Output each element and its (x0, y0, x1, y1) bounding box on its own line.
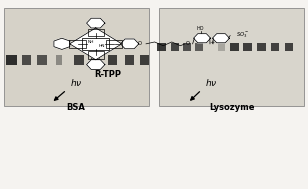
Bar (218, 43, 225, 51)
Polygon shape (193, 34, 211, 43)
Bar (74, 55, 84, 65)
Bar (6, 55, 17, 65)
Bar (87, 29, 104, 36)
Polygon shape (54, 38, 70, 50)
Bar (183, 43, 191, 51)
Polygon shape (87, 18, 105, 28)
Bar (69, 40, 86, 47)
Text: HN: HN (98, 44, 105, 48)
Bar (22, 55, 31, 65)
Bar (285, 43, 293, 51)
Text: O: O (138, 41, 142, 46)
Bar (56, 55, 62, 65)
Text: R-TPP: R-TPP (95, 70, 122, 79)
Text: $h\nu$: $h\nu$ (70, 77, 82, 88)
Polygon shape (70, 28, 122, 60)
Bar (195, 43, 203, 51)
Text: BSA: BSA (67, 103, 85, 112)
Text: Lysozyme: Lysozyme (209, 103, 255, 112)
Bar (171, 43, 179, 51)
Bar (125, 55, 134, 65)
Polygon shape (120, 39, 139, 49)
Bar (108, 55, 117, 65)
Text: HO: HO (197, 26, 204, 31)
Bar (87, 51, 104, 59)
Bar (4, 8, 149, 106)
Polygon shape (87, 60, 105, 69)
Bar (38, 55, 47, 65)
Text: NH: NH (88, 40, 94, 44)
Text: $h\nu$: $h\nu$ (205, 77, 217, 88)
Bar (106, 40, 122, 47)
Bar (82, 38, 109, 50)
Bar (157, 43, 166, 51)
Bar (271, 43, 279, 51)
Bar (243, 43, 252, 51)
Bar (230, 43, 239, 51)
Text: O: O (186, 41, 190, 46)
Text: $SO_3^-$: $SO_3^-$ (236, 31, 249, 40)
Bar (140, 55, 149, 65)
Bar (257, 43, 265, 51)
Bar (159, 8, 304, 106)
Text: +: + (209, 40, 215, 45)
Polygon shape (213, 34, 229, 43)
Bar (91, 55, 100, 65)
